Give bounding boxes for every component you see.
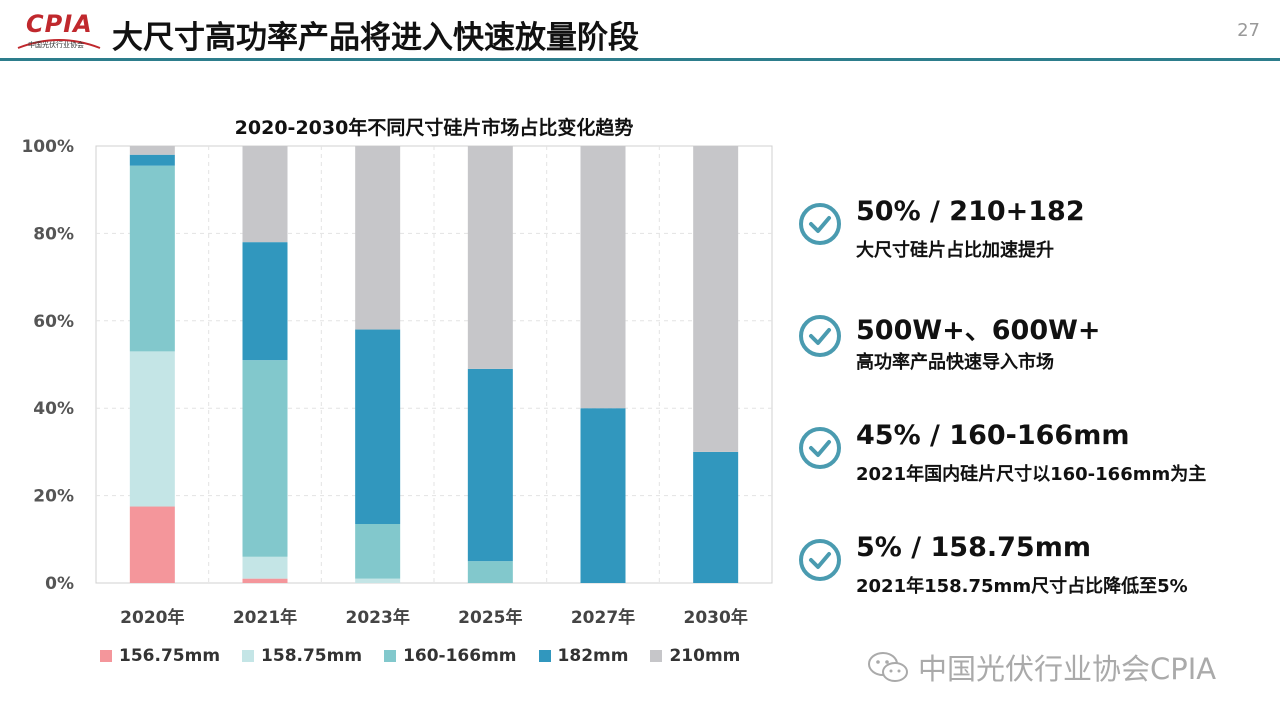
legend-item: 160-166mm — [384, 646, 517, 666]
legend-item: 210mm — [650, 646, 740, 666]
bar-segment — [693, 146, 739, 452]
check-circle-icon — [799, 203, 841, 245]
legend-swatch — [650, 650, 663, 662]
bar-segment — [242, 242, 288, 361]
y-tick-label: 100% — [21, 137, 74, 157]
legend-swatch — [538, 650, 551, 662]
legend-swatch — [242, 650, 255, 662]
bar-segment — [129, 351, 175, 507]
bar-segment — [129, 154, 175, 166]
legend-label: 156.75mm — [119, 646, 221, 666]
key-point: 5% / 158.75mm 2021年158.75mm尺寸占比降低至5% — [798, 532, 1278, 602]
header: CPIA 中国光伏行业协会 大尺寸高功率产品将进入快速放量阶段 27 — [0, 0, 1280, 62]
legend-label: 182mm — [557, 646, 629, 666]
watermark-text: 中国光伏行业协会CPIA — [918, 652, 1217, 686]
key-point-subtext: 高功率产品快速导入市场 — [856, 352, 1054, 373]
x-tick-label: 2030年 — [684, 607, 748, 628]
bar-segment — [355, 146, 401, 330]
stacked-bar-chart: 0% 20% 40% 60% 80% 100% 2020年 2021年 2023年 2025年 20… — [21, 137, 773, 628]
key-point-heading: 5% / 158.75mm — [856, 532, 1091, 563]
legend-item: 156.75mm — [100, 646, 220, 666]
x-tick-label: 2025年 — [458, 607, 522, 628]
logo-text: CPIA — [26, 10, 93, 38]
y-tick-label: 60% — [33, 312, 74, 332]
bar-segment — [242, 360, 288, 557]
logo-swoosh-icon — [17, 39, 101, 49]
bar-segment — [467, 561, 513, 583]
chart-legend: 156.75mm 158.75mm 160-166mm 182mm 210mm — [100, 646, 740, 666]
y-tick-label: 80% — [33, 224, 74, 244]
x-tick-label: 2023年 — [346, 607, 410, 628]
wechat-icon — [868, 652, 908, 682]
bar-segment — [242, 146, 288, 243]
key-point: 45% / 160-166mm 2021年国内硅片尺寸以160-166mm为主 — [798, 420, 1278, 490]
header-divider — [0, 58, 1280, 61]
legend-label: 210mm — [669, 646, 741, 666]
legend-item: 182mm — [538, 646, 629, 666]
key-point-heading: 50% / 210+182 — [856, 196, 1085, 227]
bar-segment — [693, 451, 739, 583]
check-circle-icon — [799, 315, 841, 357]
x-tick-label: 2021年 — [233, 607, 297, 628]
check-circle-icon — [799, 427, 841, 469]
legend-swatch — [100, 650, 112, 662]
y-tick-label: 20% — [33, 487, 74, 507]
key-point: 500W+、600W+ 高功率产品快速导入市场 — [798, 308, 1278, 378]
key-point-subtext: 2021年国内硅片尺寸以160-166mm为主 — [856, 464, 1207, 485]
chart-title: 2020-2030年不同尺寸硅片市场占比变化趋势 — [234, 117, 634, 139]
legend-label: 160-166mm — [403, 646, 517, 666]
bar-segment — [467, 146, 513, 369]
key-point-subtext: 大尺寸硅片占比加速提升 — [856, 240, 1054, 261]
y-tick-label: 0% — [45, 574, 74, 594]
y-tick-label: 40% — [33, 399, 74, 419]
bar-segment — [129, 506, 175, 583]
key-point-heading: 500W+、600W+ — [856, 315, 1101, 346]
key-point-heading: 45% / 160-166mm — [856, 420, 1130, 451]
x-tick-label: 2027年 — [571, 607, 635, 628]
bar-segment — [355, 578, 401, 583]
bar-segment — [355, 524, 401, 579]
bar-segment — [467, 368, 513, 562]
bar-segment — [580, 408, 626, 583]
bar-segment — [242, 556, 288, 579]
legend-swatch — [384, 650, 397, 662]
bar-segment — [242, 578, 288, 583]
bar-segment — [355, 329, 401, 525]
key-point: 50% / 210+182 大尺寸硅片占比加速提升 — [798, 196, 1278, 266]
bar-segment — [129, 146, 175, 155]
x-tick-label: 2020年 — [120, 607, 184, 628]
bar-segment — [129, 165, 175, 352]
page-title: 大尺寸高功率产品将进入快速放量阶段 — [112, 20, 639, 56]
page-number: 27 — [1237, 20, 1260, 41]
legend-label: 158.75mm — [261, 646, 363, 666]
key-point-subtext: 2021年158.75mm尺寸占比降低至5% — [856, 576, 1188, 597]
check-circle-icon — [799, 539, 841, 581]
logo-subtitle: 中国光伏行业协会 — [28, 41, 84, 49]
cpia-logo: CPIA 中国光伏行业协会 — [8, 8, 101, 56]
watermark: 中国光伏行业协会CPIA — [866, 646, 1216, 688]
bar-segment — [580, 146, 626, 409]
legend-item: 158.75mm — [242, 646, 362, 666]
